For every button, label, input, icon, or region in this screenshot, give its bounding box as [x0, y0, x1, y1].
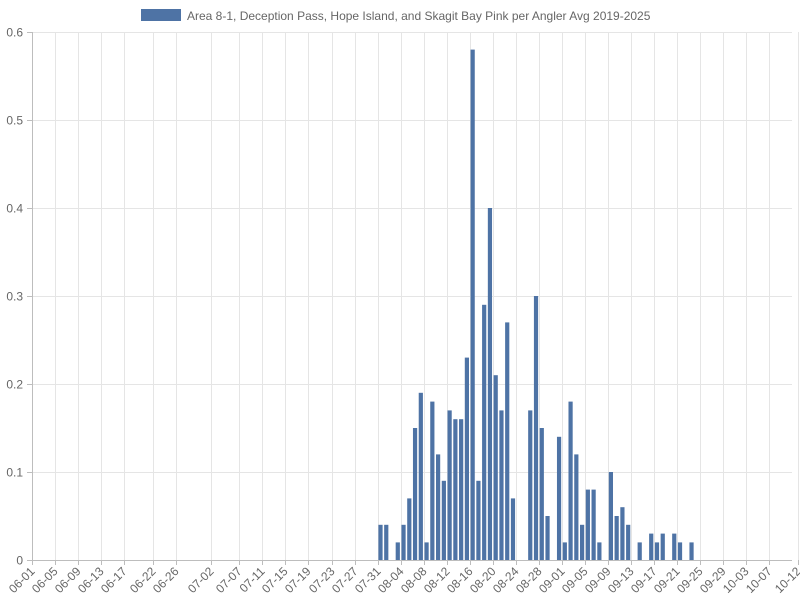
bar[interactable]: [470, 49, 475, 560]
bar[interactable]: [591, 489, 596, 560]
bar[interactable]: [608, 472, 613, 560]
bar[interactable]: [649, 533, 654, 560]
bar[interactable]: [626, 524, 631, 560]
bar[interactable]: [436, 454, 441, 560]
y-tick-label: 0.1: [6, 466, 23, 480]
bar[interactable]: [585, 489, 590, 560]
bar[interactable]: [556, 436, 562, 560]
bar[interactable]: [412, 428, 418, 560]
bar[interactable]: [487, 208, 493, 560]
x-tick-label: 06-17: [98, 564, 130, 596]
x-grid: [55, 32, 799, 560]
bar[interactable]: [430, 401, 435, 560]
bar[interactable]: [464, 357, 469, 560]
bar[interactable]: [447, 410, 452, 560]
bar[interactable]: [384, 524, 389, 560]
legend-label: Area 8-1, Deception Pass, Hope Island, a…: [187, 9, 651, 23]
y-axis-ticks: 0 0.1 0.2 0.3 0.4 0.5 0.6: [6, 26, 32, 568]
x-tick-label: 06-26: [150, 564, 182, 596]
y-grid: [32, 32, 792, 473]
bar[interactable]: [441, 480, 446, 560]
bar[interactable]: [378, 524, 383, 560]
bar[interactable]: [545, 516, 550, 560]
x-tick-label: 07-02: [185, 564, 217, 596]
bar[interactable]: [493, 375, 498, 560]
bar[interactable]: [654, 542, 660, 560]
bar[interactable]: [401, 524, 406, 560]
x-tick-label: 07-07: [213, 564, 245, 596]
bars: [378, 49, 694, 560]
bar[interactable]: [597, 542, 602, 560]
bar[interactable]: [660, 533, 665, 560]
bar[interactable]: [510, 498, 516, 560]
bar[interactable]: [482, 304, 487, 560]
bar[interactable]: [620, 507, 625, 560]
legend[interactable]: Area 8-1, Deception Pass, Hope Island, a…: [141, 9, 651, 23]
bar[interactable]: [505, 322, 510, 560]
bar[interactable]: [614, 516, 619, 560]
bar[interactable]: [568, 401, 573, 560]
bar[interactable]: [395, 542, 400, 560]
bar[interactable]: [418, 392, 423, 560]
y-tick-label: 0.4: [6, 202, 23, 216]
bar[interactable]: [459, 419, 464, 560]
x-tick-label: 10-07: [743, 564, 775, 596]
bar[interactable]: [453, 419, 458, 560]
bar[interactable]: [574, 454, 579, 560]
bar[interactable]: [533, 296, 539, 560]
y-tick-label: 0.6: [6, 26, 23, 40]
y-tick-label: 0: [16, 554, 23, 568]
bar[interactable]: [499, 410, 504, 560]
bar[interactable]: [562, 542, 567, 560]
y-tick-label: 0.2: [6, 378, 23, 392]
bar[interactable]: [672, 533, 677, 560]
bar[interactable]: [677, 542, 683, 560]
bar[interactable]: [476, 480, 481, 560]
bar[interactable]: [539, 428, 544, 560]
y-tick-label: 0.3: [6, 290, 23, 304]
bar[interactable]: [424, 542, 429, 560]
bar[interactable]: [689, 542, 694, 560]
y-tick-label: 0.5: [6, 114, 23, 128]
x-tick-label: 07-19: [282, 564, 314, 596]
x-tick-label: 10-12: [772, 564, 800, 596]
bar[interactable]: [580, 524, 585, 560]
bar[interactable]: [637, 542, 642, 560]
bar[interactable]: [528, 410, 533, 560]
bar[interactable]: [407, 498, 412, 560]
legend-swatch: [141, 9, 181, 21]
